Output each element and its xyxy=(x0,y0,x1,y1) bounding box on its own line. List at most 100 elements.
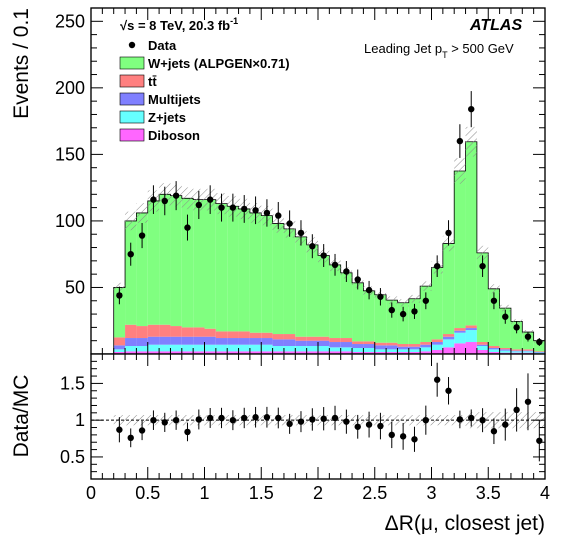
ratio-point xyxy=(433,376,441,383)
bar-segment xyxy=(193,199,205,328)
bar-segment xyxy=(533,352,545,354)
atlas-label: ATLAS xyxy=(469,17,522,34)
data-point xyxy=(309,243,316,250)
ratio-point xyxy=(536,437,543,444)
data-point xyxy=(479,262,486,270)
bar-segment xyxy=(170,326,182,337)
bar-segment xyxy=(465,141,477,326)
ratio-points xyxy=(116,362,543,462)
ratio-point xyxy=(445,387,452,394)
bar-segment xyxy=(125,220,137,325)
bar-segment xyxy=(318,336,330,341)
bar-segment xyxy=(465,342,477,354)
bar-segment xyxy=(442,334,455,337)
bar-segment xyxy=(488,288,500,347)
ratio-plot-border xyxy=(90,353,546,480)
bar-segment xyxy=(272,339,284,347)
bar-segment xyxy=(238,344,250,352)
x-axis-title: ΔR(μ, closest jet) xyxy=(385,512,545,535)
x-tick-label: 1 xyxy=(199,483,209,503)
uncertainty-bin xyxy=(465,126,477,157)
bar-segment xyxy=(306,244,318,337)
data-point xyxy=(343,268,350,275)
bar-segment xyxy=(442,243,455,335)
bar-segment xyxy=(488,346,500,349)
y-tick-label: 50 xyxy=(65,277,85,297)
bar-segment xyxy=(136,326,148,339)
bar-segment xyxy=(386,352,398,354)
x-tick-label: 0 xyxy=(86,483,96,503)
uncertainty-bin xyxy=(408,294,421,303)
bar-segment xyxy=(329,351,341,354)
uncertainty-bin xyxy=(397,299,409,307)
bar-segment xyxy=(136,346,148,352)
bar-segment xyxy=(476,344,489,347)
x-tick-label: 3 xyxy=(426,483,436,503)
bar-segment xyxy=(318,340,330,347)
data-points xyxy=(116,91,543,347)
bar-segment xyxy=(181,336,194,345)
uncertainty-bin xyxy=(454,158,466,184)
bar-segment xyxy=(431,342,443,345)
x-tick-label: 2 xyxy=(313,483,323,503)
uncertainty-bin xyxy=(420,281,432,291)
bar-segment xyxy=(488,352,500,354)
bar-segment xyxy=(329,338,341,343)
bar-segment xyxy=(181,198,194,328)
bar-segment xyxy=(193,336,205,345)
bar-segment xyxy=(113,345,126,350)
y-tick-label: 250 xyxy=(55,11,85,31)
bar-segment xyxy=(306,340,318,347)
bar-segment xyxy=(340,272,353,339)
bar-segment xyxy=(272,223,284,335)
bar-segment xyxy=(454,328,466,331)
ratio-point xyxy=(365,421,373,428)
bar-segment xyxy=(227,331,239,339)
data-point xyxy=(206,196,214,203)
bar-segment xyxy=(249,338,262,345)
bar-segment xyxy=(215,338,228,345)
bar-segment xyxy=(272,334,284,340)
bar-segment xyxy=(249,212,262,333)
x-tick-label: 0.5 xyxy=(135,483,160,503)
ratio-point xyxy=(513,406,520,414)
bar-segment xyxy=(204,199,216,329)
uncertainty-bin xyxy=(136,203,148,223)
bar-segment xyxy=(261,215,273,333)
bar-segment xyxy=(374,349,387,353)
legend-zjets-swatch xyxy=(119,110,145,124)
bar-segment xyxy=(340,338,353,343)
bar-segment xyxy=(261,351,273,354)
bar-segment xyxy=(386,349,398,353)
data-point xyxy=(468,105,475,113)
bar-segment xyxy=(533,351,545,353)
data-point xyxy=(127,250,134,258)
ratio-point xyxy=(309,416,316,423)
bar-segment xyxy=(147,344,160,352)
bar-segment xyxy=(374,352,387,354)
bar-segment xyxy=(113,287,126,338)
ratio-point xyxy=(127,434,134,442)
data-point xyxy=(116,292,123,299)
bar-segment xyxy=(397,346,409,350)
bar-segment xyxy=(397,344,409,347)
ratio-point xyxy=(479,416,486,424)
bar-segment xyxy=(454,332,466,344)
x-tick-label: 4 xyxy=(540,483,550,503)
bar-segment xyxy=(181,327,194,337)
uncertainty-bin xyxy=(181,187,194,210)
bar-segment xyxy=(272,346,284,352)
y-tick-label: 100 xyxy=(55,211,85,231)
bar-segment xyxy=(181,344,194,352)
bar-segment xyxy=(363,348,375,353)
bar-segment xyxy=(147,351,160,354)
bar-segment xyxy=(522,351,534,353)
bar-segment xyxy=(522,349,534,351)
bar-segment xyxy=(397,352,409,354)
bar-segment xyxy=(442,347,455,354)
bar-segment xyxy=(113,349,126,353)
bar-segment xyxy=(215,351,228,354)
bar-segment xyxy=(499,350,511,353)
ratio-point xyxy=(377,422,384,430)
bar-segment xyxy=(408,352,421,354)
